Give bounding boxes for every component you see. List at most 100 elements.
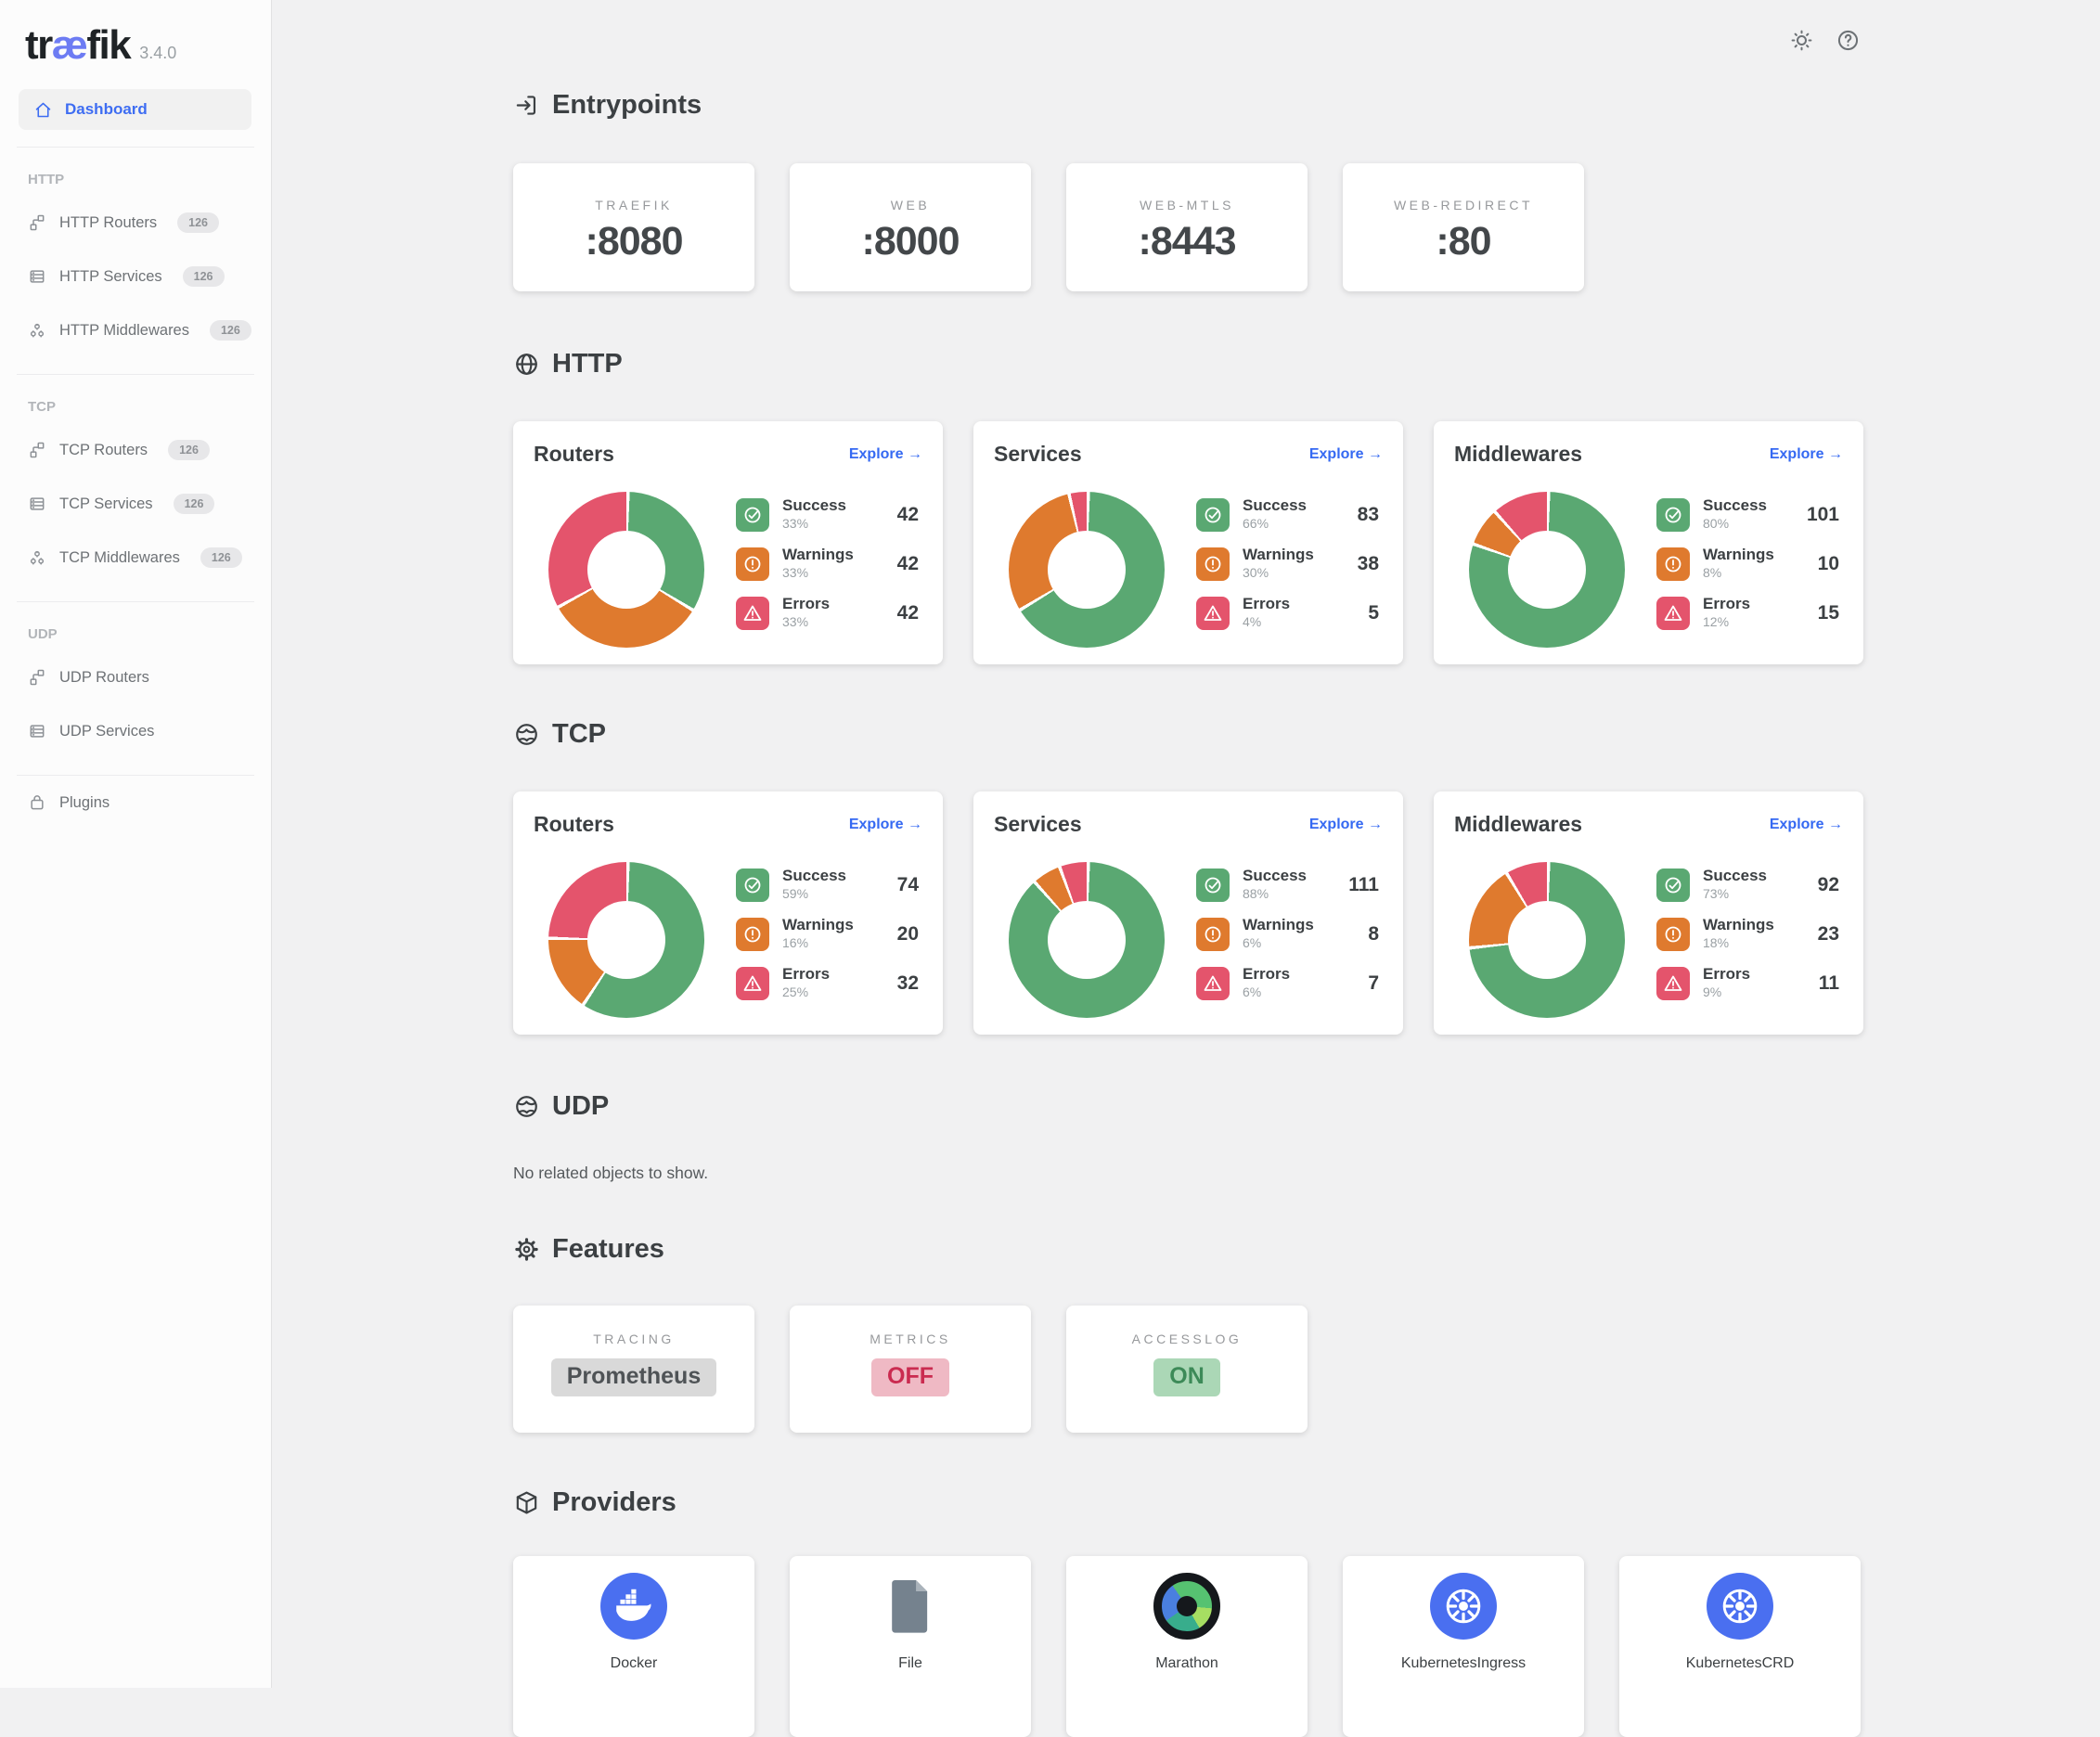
- feature-card-accesslog: ACCESSLOG ON: [1066, 1306, 1308, 1433]
- count-badge: 126: [183, 266, 225, 287]
- sidebar-item-udp-routers[interactable]: UDP Routers: [0, 650, 271, 704]
- explore-link[interactable]: Explore →: [849, 817, 922, 833]
- feature-name: TRACING: [593, 1332, 675, 1346]
- sidebar-item-udp-services[interactable]: UDP Services: [0, 704, 271, 758]
- check-circle-icon: [1196, 498, 1230, 532]
- entrypoints-section: Entrypoints TRAEFIK :8080 WEB :8000 WEB-…: [513, 86, 1865, 291]
- divider: [17, 601, 254, 602]
- stat-label: Success: [782, 497, 846, 515]
- stat-value: 20: [897, 923, 919, 946]
- sidebar-item-label: TCP Services: [59, 495, 153, 513]
- kubernetes-icon: [1430, 1573, 1497, 1640]
- entrypoint-card-traefik: TRAEFIK :8080: [513, 163, 754, 291]
- arrow-right-icon: →: [908, 817, 922, 832]
- providers-section: Providers Docker File Marathon Kubernete…: [513, 1484, 1865, 1737]
- stat-percentage: 30%: [1243, 566, 1314, 580]
- login-icon: [513, 92, 540, 119]
- donut-hole: [1508, 531, 1586, 609]
- explore-link[interactable]: Explore →: [1770, 817, 1843, 833]
- entrypoint-port: :80: [1343, 219, 1584, 264]
- plugins-icon: [28, 793, 46, 812]
- explore-link[interactable]: Explore →: [1309, 446, 1383, 463]
- globe-icon: [513, 351, 540, 378]
- donut-chart: [1469, 862, 1625, 1018]
- stat-percentage: 80%: [1703, 517, 1767, 531]
- card-title: Services: [994, 442, 1082, 467]
- section-title: Entrypoints: [552, 90, 702, 121]
- section-header: HTTP: [513, 345, 1865, 382]
- card-title: Middlewares: [1454, 812, 1582, 837]
- stat-label: Errors: [782, 596, 830, 613]
- theme-toggle-sun-icon[interactable]: [1789, 28, 1814, 53]
- warning-triangle-icon: [1196, 967, 1230, 1000]
- stat-percentage: 66%: [1243, 517, 1307, 531]
- arrow-right-icon: →: [1368, 817, 1383, 832]
- stat-value: 38: [1358, 553, 1379, 575]
- stat-value: 11: [1819, 972, 1839, 995]
- sidebar-item-label: HTTP Routers: [59, 214, 157, 232]
- explore-link[interactable]: Explore →: [1309, 817, 1383, 833]
- warning-triangle-icon: [736, 597, 769, 630]
- stat-label: Warnings: [1703, 547, 1774, 564]
- brand-text: træfik: [25, 22, 130, 69]
- stat-percentage: 25%: [782, 985, 830, 999]
- stat-percentage: 18%: [1703, 936, 1774, 950]
- stat-label: Errors: [782, 966, 830, 984]
- sidebar-group-label: UDP: [28, 626, 271, 643]
- router-icon: [28, 213, 46, 232]
- stat-label: Success: [782, 868, 846, 885]
- card-title: Routers: [534, 442, 614, 467]
- donut-chart: [1469, 492, 1625, 648]
- router-icon: [28, 441, 46, 459]
- donut-hole: [587, 531, 665, 609]
- entrypoint-name: WEB-REDIRECT: [1343, 198, 1584, 212]
- sidebar-item-label: UDP Routers: [59, 669, 149, 687]
- explore-link[interactable]: Explore →: [1770, 446, 1843, 463]
- section-title: Providers: [552, 1487, 676, 1518]
- sidebar-item-label: HTTP Middlewares: [59, 322, 189, 340]
- stat-percentage: 9%: [1703, 985, 1750, 999]
- arrow-right-icon: →: [908, 446, 922, 462]
- sidebar-item-dashboard[interactable]: Dashboard: [19, 89, 251, 130]
- entrypoint-name: TRAEFIK: [513, 198, 754, 212]
- donut-chart: [548, 862, 704, 1018]
- app-logo[interactable]: træfik 3.4.0: [0, 0, 271, 69]
- count-badge: 126: [174, 494, 215, 514]
- check-circle-icon: [736, 868, 769, 902]
- entrypoint-name: WEB-MTLS: [1066, 198, 1308, 212]
- entrypoint-name: WEB: [790, 198, 1031, 212]
- warning-triangle-icon: [1196, 597, 1230, 630]
- sidebar-item-tcp-services[interactable]: TCP Services 126: [0, 477, 271, 531]
- stat-value: 8: [1368, 923, 1379, 946]
- provider-label: Docker: [611, 1655, 658, 1672]
- sidebar-item-label: Plugins: [59, 794, 110, 812]
- service-icon: [28, 267, 46, 286]
- explore-link[interactable]: Explore →: [849, 446, 922, 463]
- sidebar-item-plugins[interactable]: Plugins: [0, 776, 271, 830]
- provider-label: KubernetesCRD: [1686, 1655, 1795, 1672]
- provider-card-kubernetescrd: KubernetesCRD: [1619, 1556, 1861, 1737]
- feature-name: ACCESSLOG: [1132, 1332, 1243, 1346]
- help-icon[interactable]: [1836, 28, 1861, 53]
- gear-icon: [513, 1236, 540, 1263]
- stat-percentage: 4%: [1243, 615, 1290, 629]
